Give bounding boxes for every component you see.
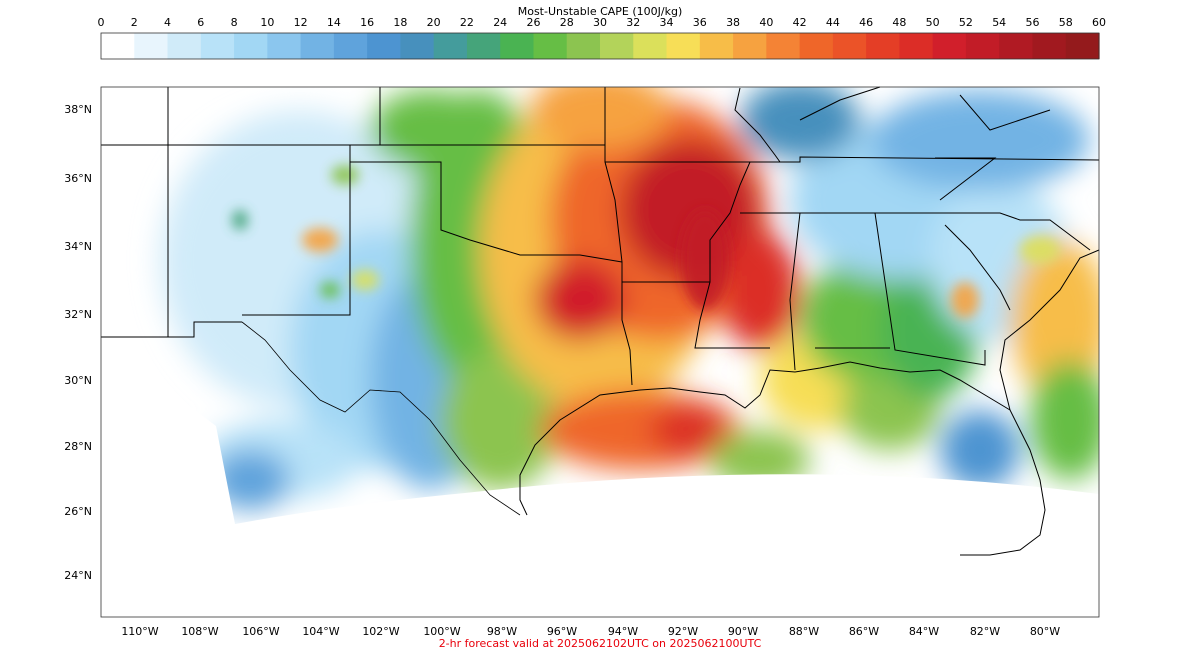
colorbar-swatch xyxy=(600,33,634,59)
colorbar-tick-label: 12 xyxy=(294,16,308,29)
lon-label: 102°W xyxy=(362,625,399,638)
colorbar-swatch xyxy=(101,33,135,59)
colorbar-swatch xyxy=(799,33,834,59)
colorbar-swatch xyxy=(500,33,535,59)
state-borders xyxy=(101,86,1100,386)
rio-grande-border xyxy=(241,321,521,516)
colorbar-tick-label: 50 xyxy=(926,16,940,29)
colorbar-swatch xyxy=(999,33,1034,59)
colorbar-swatch xyxy=(167,33,202,59)
colorbar-tick-label: 16 xyxy=(360,16,374,29)
colorbar-tick-label: 36 xyxy=(693,16,707,29)
colorbar-tick-label: 38 xyxy=(726,16,740,29)
colorbar-tick-label: 20 xyxy=(427,16,441,29)
colorbar-swatch xyxy=(267,33,302,59)
colorbar-tick-label: 44 xyxy=(826,16,840,29)
colorbar-tick-label: 6 xyxy=(197,16,204,29)
lat-label: 26°N xyxy=(64,505,92,518)
colorbar-tick-label: 28 xyxy=(560,16,574,29)
colorbar-swatch xyxy=(965,33,1000,59)
colorbar-swatch xyxy=(866,33,900,59)
colorbar-swatch xyxy=(1065,33,1100,59)
lat-label: 28°N xyxy=(64,440,92,453)
lon-label: 100°W xyxy=(423,625,460,638)
latitude-labels: 38°N 36°N 34°N 32°N 30°N 28°N 26°N 24°N xyxy=(64,103,92,582)
colorbar-swatch xyxy=(300,33,335,59)
colorbar-tick-label: 32 xyxy=(626,16,640,29)
colorbar-tick-label: 2 xyxy=(131,16,138,29)
colorbar-tick-label: 54 xyxy=(992,16,1006,29)
colorbar-tick-label: 30 xyxy=(593,16,607,29)
colorbar-swatch xyxy=(533,33,568,59)
cape-field xyxy=(101,87,1099,510)
lon-label: 104°W xyxy=(302,625,339,638)
lon-label: 96°W xyxy=(547,625,577,638)
colorbar-swatch xyxy=(400,33,435,59)
colorbar-swatch xyxy=(832,33,867,59)
colorbar-swatch xyxy=(367,33,401,59)
colorbar-swatch xyxy=(200,33,235,59)
colorbar-swatch xyxy=(466,33,501,59)
lon-label: 110°W xyxy=(121,625,158,638)
coastline xyxy=(519,249,1100,556)
lat-label: 24°N xyxy=(64,569,92,582)
lon-label: 106°W xyxy=(242,625,279,638)
colorbar-swatch xyxy=(134,33,169,59)
colorbar-tick-label: 14 xyxy=(327,16,341,29)
colorbar-swatch xyxy=(899,33,934,59)
lon-label: 92°W xyxy=(668,625,698,638)
map-frame xyxy=(100,86,1100,618)
lat-label: 30°N xyxy=(64,374,92,387)
colorbar-tick-label: 10 xyxy=(260,16,274,29)
colorbar-tick-label: 46 xyxy=(859,16,873,29)
colorbar-tick-label: 26 xyxy=(526,16,540,29)
colorbar-swatch xyxy=(1032,33,1067,59)
lon-label: 82°W xyxy=(970,625,1000,638)
lon-label: 86°W xyxy=(849,625,879,638)
lat-label: 38°N xyxy=(64,103,92,116)
lon-label: 108°W xyxy=(181,625,218,638)
colorbar-tick-label: 4 xyxy=(164,16,171,29)
lat-label: 36°N xyxy=(64,172,92,185)
colorbar-title: Most-Unstable CAPE (100J/kg) xyxy=(518,5,683,18)
colorbar-swatch xyxy=(234,33,268,59)
lon-label: 88°W xyxy=(789,625,819,638)
lon-label: 84°W xyxy=(909,625,939,638)
colorbar-swatch xyxy=(733,33,767,59)
colorbar-tick-label: 0 xyxy=(98,16,105,29)
colorbar-swatch xyxy=(433,33,468,59)
colorbar-tick-label: 58 xyxy=(1059,16,1073,29)
lon-label: 80°W xyxy=(1030,625,1060,638)
colorbar-swatch xyxy=(566,33,601,59)
colorbar-tick-label: 42 xyxy=(793,16,807,29)
colorbar-tick-label: 40 xyxy=(759,16,773,29)
colorbar-tick-label: 34 xyxy=(660,16,674,29)
lon-label: 98°W xyxy=(487,625,517,638)
colorbar-swatch xyxy=(666,33,701,59)
colorbar-swatch xyxy=(699,33,734,59)
colorbar-tick-label: 56 xyxy=(1025,16,1039,29)
lon-label: 94°W xyxy=(608,625,638,638)
colorbar-tick-label: 24 xyxy=(493,16,507,29)
colorbar-swatch xyxy=(333,33,368,59)
colorbar-tick-label: 60 xyxy=(1092,16,1106,29)
map-panel xyxy=(100,86,1100,618)
colorbar-tick-label: 8 xyxy=(231,16,238,29)
colorbar-tick-label: 48 xyxy=(892,16,906,29)
forecast-caption: 2-hr forecast valid at 2025062102UTC on … xyxy=(439,637,762,650)
colorbar-swatch xyxy=(766,33,801,59)
lon-label: 90°W xyxy=(728,625,758,638)
colorbar: 0 2 4 6 8 10 12 14 16 18 20 22 24 26 28 30 32 34 36 38 40 42 4… xyxy=(98,16,1106,60)
colorbar-frame xyxy=(100,32,1100,60)
colorbar-tick-label: 18 xyxy=(393,16,407,29)
colorbar-tick-label: 22 xyxy=(460,16,474,29)
lat-label: 34°N xyxy=(64,240,92,253)
lat-label: 32°N xyxy=(64,308,92,321)
longitude-labels: 110°W 108°W 106°W 104°W 102°W 100°W 98°W… xyxy=(121,625,1060,638)
colorbar-swatch xyxy=(932,33,967,59)
colorbar-swatch xyxy=(633,33,668,59)
colorbar-tick-label: 52 xyxy=(959,16,973,29)
